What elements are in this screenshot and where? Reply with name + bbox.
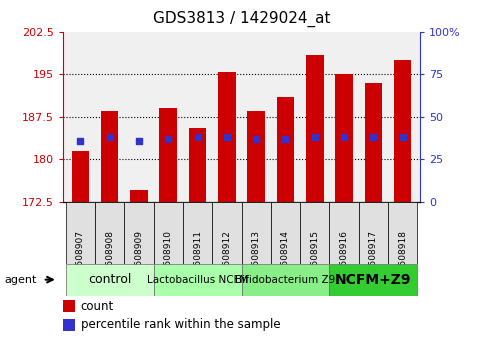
- FancyBboxPatch shape: [300, 202, 329, 264]
- Bar: [365, 83, 382, 202]
- FancyBboxPatch shape: [388, 202, 417, 264]
- Bar: [71, 151, 89, 202]
- Text: GSM508908: GSM508908: [105, 230, 114, 285]
- Text: GSM508914: GSM508914: [281, 230, 290, 285]
- FancyBboxPatch shape: [66, 202, 95, 264]
- Bar: [218, 72, 236, 202]
- FancyBboxPatch shape: [242, 264, 329, 296]
- FancyBboxPatch shape: [183, 202, 212, 264]
- Bar: [130, 190, 148, 202]
- FancyBboxPatch shape: [329, 202, 359, 264]
- FancyBboxPatch shape: [95, 202, 124, 264]
- Text: control: control: [88, 273, 131, 286]
- Bar: [277, 97, 294, 202]
- Point: [194, 135, 201, 140]
- FancyBboxPatch shape: [242, 202, 271, 264]
- FancyBboxPatch shape: [66, 264, 154, 296]
- FancyBboxPatch shape: [154, 202, 183, 264]
- Point: [106, 135, 114, 140]
- Text: count: count: [81, 299, 114, 313]
- Point: [369, 135, 377, 140]
- FancyBboxPatch shape: [124, 202, 154, 264]
- Text: GSM508918: GSM508918: [398, 230, 407, 285]
- Text: percentile rank within the sample: percentile rank within the sample: [81, 318, 280, 331]
- Point: [399, 135, 407, 140]
- FancyBboxPatch shape: [271, 202, 300, 264]
- FancyBboxPatch shape: [154, 264, 242, 296]
- Text: NCFM+Z9: NCFM+Z9: [335, 273, 412, 287]
- Text: GDS3813 / 1429024_at: GDS3813 / 1429024_at: [153, 11, 330, 27]
- Text: GSM508911: GSM508911: [193, 230, 202, 285]
- Bar: [63, 319, 75, 331]
- FancyBboxPatch shape: [212, 202, 242, 264]
- Point: [252, 136, 260, 142]
- FancyBboxPatch shape: [359, 202, 388, 264]
- Text: GSM508912: GSM508912: [222, 230, 231, 285]
- Point: [311, 135, 319, 140]
- Point: [340, 135, 348, 140]
- Point: [135, 138, 143, 143]
- Text: Bifidobacterium Z9: Bifidobacterium Z9: [235, 275, 336, 285]
- Point: [76, 138, 84, 143]
- Bar: [189, 128, 206, 202]
- FancyBboxPatch shape: [329, 264, 417, 296]
- Point: [164, 136, 172, 142]
- Text: GSM508913: GSM508913: [252, 230, 261, 285]
- Point: [223, 135, 231, 140]
- Bar: [63, 300, 75, 312]
- Bar: [306, 55, 324, 202]
- Text: GSM508915: GSM508915: [310, 230, 319, 285]
- Text: GSM508907: GSM508907: [76, 230, 85, 285]
- Text: GSM508917: GSM508917: [369, 230, 378, 285]
- Text: agent: agent: [5, 275, 37, 285]
- Bar: [247, 111, 265, 202]
- Text: GSM508910: GSM508910: [164, 230, 173, 285]
- Point: [282, 136, 289, 142]
- Bar: [394, 60, 412, 202]
- Bar: [159, 108, 177, 202]
- Bar: [101, 111, 118, 202]
- Text: GSM508909: GSM508909: [134, 230, 143, 285]
- Text: GSM508916: GSM508916: [340, 230, 349, 285]
- Bar: [335, 74, 353, 202]
- Text: Lactobacillus NCFM: Lactobacillus NCFM: [147, 275, 248, 285]
